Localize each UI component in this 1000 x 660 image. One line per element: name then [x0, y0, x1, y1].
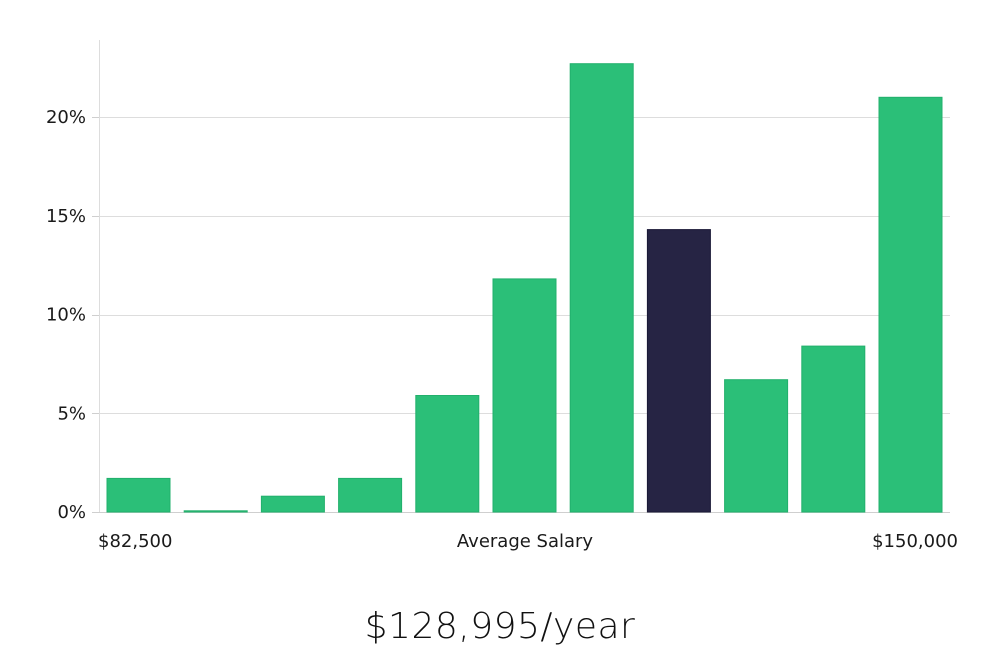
bar-highlighted [646, 229, 711, 513]
x-min-label: $82,500 [98, 531, 172, 552]
bar [801, 345, 866, 513]
average-salary-value: $128,995/year [364, 606, 636, 647]
bar [183, 510, 248, 513]
y-tick-label: 20% [46, 107, 86, 128]
salary-histogram: 0% 5% 10% 15% 20% $82,500 Average Salary $15… [46, 40, 958, 552]
bar [724, 379, 789, 513]
bar [338, 477, 403, 513]
bar [415, 395, 480, 513]
bar [569, 63, 634, 513]
bar [260, 495, 325, 513]
bar [492, 278, 557, 513]
y-tick-label: 15% [46, 206, 86, 227]
y-tick-label: 0% [57, 502, 86, 523]
x-max-label: $150,000 [872, 531, 958, 552]
y-tick-labels: 0% 5% 10% 15% 20% [46, 107, 86, 523]
bar [106, 477, 171, 513]
y-tick-label: 10% [46, 305, 86, 326]
bars [106, 63, 943, 513]
y-tick-label: 5% [57, 403, 86, 424]
bar [878, 96, 943, 513]
x-axis-label: Average Salary [457, 531, 594, 552]
